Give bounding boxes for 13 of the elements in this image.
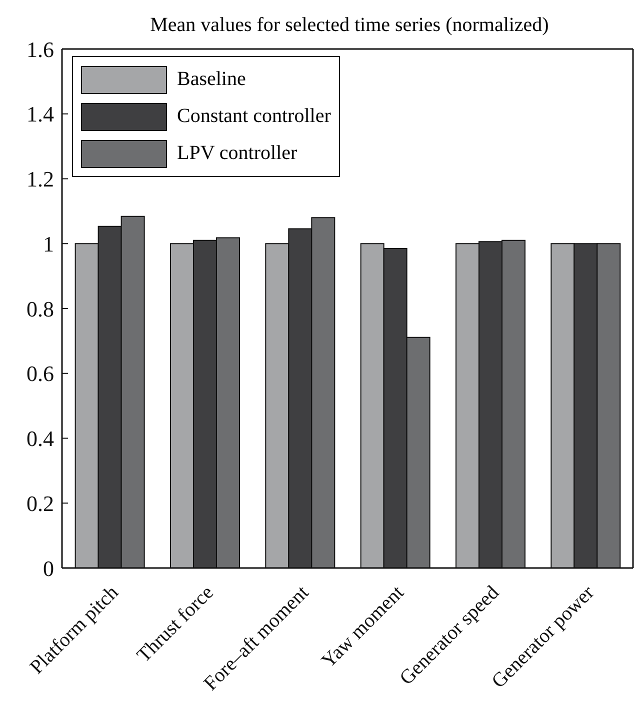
y-tick-label: 0: [43, 556, 54, 581]
y-tick-label: 1.4: [26, 102, 54, 127]
legend-label: LPV controller: [177, 142, 298, 165]
y-tick-label: 0.2: [26, 490, 54, 516]
y-tick-label: 1: [43, 231, 54, 256]
y-tick-label: 1.6: [26, 36, 54, 62]
chart-title: Mean values for selected time series (normalized): [149, 14, 550, 37]
legend-label: Baseline: [177, 68, 246, 91]
y-tick-label: 0.6: [26, 361, 54, 386]
legend-label: Constant controller: [177, 105, 331, 128]
y-tick-label: 0.8: [26, 296, 54, 322]
y-tick-label: 0.4: [26, 426, 54, 452]
y-tick-label: 1.2: [26, 166, 54, 192]
